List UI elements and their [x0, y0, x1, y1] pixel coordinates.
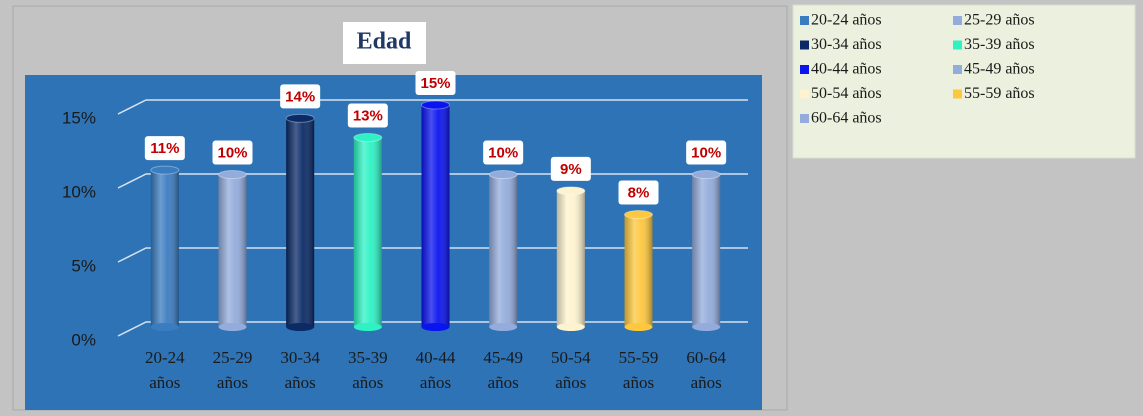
x-tick-label: 60-64 años — [686, 348, 726, 392]
data-label-box — [144, 136, 185, 161]
legend-label: 20-24 años — [811, 12, 882, 29]
bar-shade — [286, 118, 315, 327]
bar-base — [218, 323, 247, 331]
data-label-box — [686, 140, 727, 165]
bar-top — [150, 165, 180, 175]
bar-top — [285, 113, 315, 123]
bar-base — [353, 323, 382, 331]
bar-top — [353, 133, 383, 143]
legend-swatch — [953, 89, 962, 99]
legend-label: 25-29 años — [964, 12, 1035, 29]
bar-top — [488, 170, 518, 180]
legend-swatch — [953, 40, 962, 50]
data-label-box — [347, 103, 388, 128]
x-tick-label: 20-24 años — [145, 348, 185, 392]
bar-top — [691, 170, 721, 180]
y-tick-label: 0% — [71, 330, 96, 349]
x-tick-label: 35-39 años — [348, 348, 388, 392]
title-box — [343, 22, 426, 64]
data-label-box — [483, 140, 524, 165]
legend-label: 50-54 años — [811, 85, 882, 102]
data-label: 11% — [150, 140, 179, 157]
chart-title: Edad — [357, 29, 412, 55]
legend-swatch — [953, 16, 962, 25]
bar-base — [489, 323, 518, 331]
data-label: 9% — [560, 161, 582, 178]
x-tick-label: 45-49 años — [483, 348, 523, 392]
data-label: 13% — [353, 108, 383, 125]
legend-label: 30-34 años — [811, 36, 882, 53]
bar-shade — [218, 174, 247, 327]
legend-label: 45-49 años — [964, 61, 1035, 78]
data-label-box — [212, 140, 253, 165]
data-label: 15% — [420, 75, 450, 92]
grid-line — [117, 173, 748, 189]
bar-shade — [692, 174, 721, 327]
y-tick-label: 10% — [62, 182, 96, 201]
y-tick-label: 5% — [71, 256, 96, 275]
bar-shade — [353, 137, 382, 327]
x-tick-label: 25-29 años — [213, 348, 253, 392]
bar-base — [556, 323, 585, 331]
legend-swatch — [953, 65, 962, 74]
legend-label: 55-59 años — [964, 85, 1035, 102]
legend-swatch — [800, 16, 809, 25]
y-tick-label: 15% — [62, 108, 96, 127]
x-tick-label: 30-34 años — [280, 348, 320, 392]
data-label-box — [550, 156, 591, 181]
bar-top — [218, 170, 247, 180]
legend-swatch — [800, 89, 809, 99]
data-label: 10% — [488, 145, 518, 162]
bar-top — [421, 100, 450, 110]
bar-base — [624, 323, 653, 331]
data-label: 8% — [628, 184, 650, 201]
x-tick-label: 50-54 años — [551, 348, 591, 392]
grid-line — [117, 99, 748, 115]
data-label-box — [280, 84, 321, 109]
legend-label: 60-64 años — [811, 110, 882, 127]
data-label: 10% — [217, 145, 247, 162]
legend-label: 40-44 años — [811, 61, 882, 78]
data-label: 10% — [691, 145, 721, 162]
legend-swatch — [800, 114, 809, 123]
bar-shade — [556, 190, 585, 327]
grid-line — [117, 321, 748, 337]
data-label-box — [618, 180, 659, 205]
bar-base — [150, 323, 179, 331]
bar-shade — [489, 174, 518, 327]
bar-shade — [421, 105, 450, 327]
legend-swatch — [800, 65, 809, 74]
data-label: 14% — [285, 88, 315, 105]
x-tick-label: 55-59 años — [619, 348, 659, 392]
legend-label: 35-39 años — [964, 36, 1035, 53]
legend-swatch — [800, 40, 809, 50]
bar-top — [624, 210, 653, 220]
bar-shade — [624, 214, 653, 327]
grid-line — [117, 247, 748, 263]
data-label-box — [415, 71, 456, 95]
bar-base — [286, 323, 315, 331]
x-tick-label: 40-44 años — [416, 348, 456, 392]
bar-base — [692, 323, 721, 331]
bar-base — [421, 323, 450, 331]
bar-top — [556, 186, 586, 196]
legend — [792, 4, 1136, 159]
bar-shade — [150, 170, 179, 327]
